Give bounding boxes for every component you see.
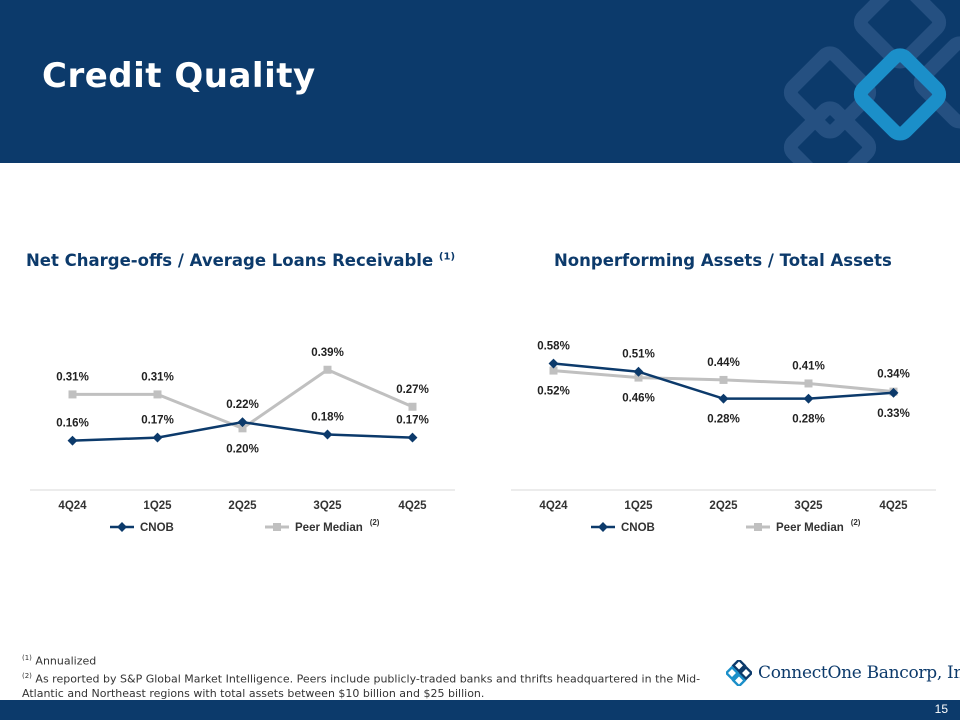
data-label: 0.20% [226,443,259,455]
data-point-cnob [803,393,814,404]
legend-label-cnob: CNOB [621,522,655,534]
x-tick-label: 2Q25 [228,500,257,512]
data-label: 0.33% [877,408,910,420]
x-tick-label: 2Q25 [709,500,738,512]
data-point-cnob [67,435,78,446]
legend-label-peer-median: Peer Median [295,522,363,534]
data-label: 0.28% [707,414,740,426]
header-banner: Credit Quality [0,0,960,163]
x-tick-label: 4Q25 [398,500,427,512]
data-label: 0.28% [792,414,825,426]
decorative-diamond-pattern [783,0,960,163]
data-label: 0.16% [56,418,89,430]
data-point-peer-median [408,402,417,411]
data-point-peer-median [68,390,77,399]
footnote-1-text: Annualized [31,654,97,668]
data-label: 0.46% [622,393,655,405]
x-tick-label: 4Q24 [539,500,568,512]
footnotes: (1) Annualized (2) As reported by S&P Gl… [22,651,712,702]
data-label: 0.18% [311,412,344,424]
legend-marker-peer-median [754,523,762,531]
footnote-1: (1) Annualized [22,651,712,669]
x-tick-label: 4Q25 [879,500,908,512]
footnote-2-mark: (2) [22,672,32,681]
data-point-peer-median [549,366,558,375]
data-label: 0.44% [707,357,740,369]
footnote-2: (2) As reported by S&P Global Market Int… [22,669,712,702]
data-point-cnob [718,393,729,404]
data-label: 0.31% [141,371,174,383]
data-point-cnob [633,366,644,377]
x-tick-label: 4Q24 [58,500,87,512]
data-label: 0.31% [56,371,89,383]
chart2-title-text: Nonperforming Assets / Total Assets [554,251,892,270]
data-point-cnob [237,417,248,428]
data-point-peer-median [804,379,813,388]
data-point-peer-median [153,390,162,399]
legend-note: (2) [370,518,380,527]
logo-text: ConnectOne Bancorp, Inc. [758,663,960,683]
data-point-peer-median [238,424,247,433]
data-point-peer-median [323,365,332,374]
chart2-plot: 4Q24 1Q25 2Q25 3Q25 4Q25 0.52% 0.46% 0.44% 0.41%… [511,341,936,534]
x-tick-label: 3Q25 [313,500,342,512]
footnote-2-text: As reported by S&P Global Market Intelli… [22,672,701,701]
data-point-cnob [322,429,333,440]
chart1-title-note: (1) [438,251,456,263]
data-label: 0.22% [226,399,259,411]
data-label: 0.17% [141,415,174,427]
x-tick-label: 1Q25 [624,500,653,512]
page-number: 15 [934,702,948,716]
x-tick-label: 1Q25 [143,500,172,512]
data-label: 0.51% [622,349,655,361]
legend-marker-cnob [117,522,127,532]
legend-marker-cnob [598,522,608,532]
data-point-cnob [152,432,163,443]
data-label: 0.34% [877,369,910,381]
data-point-cnob [407,432,418,443]
footer-bar: 15 [0,700,960,720]
x-tick-label: 3Q25 [794,500,823,512]
chart1-title: Net Charge-offs / Average Loans Receivab… [26,251,455,270]
data-point-cnob [888,387,899,398]
legend-marker-peer-median [273,523,281,531]
company-logo: ConnectOne Bancorp, Inc. [726,660,960,686]
page-title: Credit Quality [42,56,316,96]
chart2-title: Nonperforming Assets / Total Assets [554,251,892,270]
data-point-peer-median [719,375,728,384]
chart1-plot: 4Q24 1Q25 2Q25 3Q25 4Q25 0.31% 0.31% 0.20% 0.39%… [30,347,455,534]
data-point-cnob [548,358,559,369]
data-label: 0.17% [396,415,429,427]
data-label: 0.41% [792,360,825,372]
data-point-peer-median [634,373,643,382]
footnote-1-mark: (1) [22,654,32,662]
legend-note: (2) [851,518,861,527]
data-label: 0.52% [537,386,570,398]
data-label: 0.58% [537,341,570,353]
legend-label-cnob: CNOB [140,522,174,534]
data-label: 0.39% [311,347,344,359]
legend-label-peer-median: Peer Median [776,522,844,534]
data-label: 0.27% [396,384,429,396]
chart1-title-text: Net Charge-offs / Average Loans Receivab… [26,251,434,270]
connectone-logo-icon [726,660,752,686]
